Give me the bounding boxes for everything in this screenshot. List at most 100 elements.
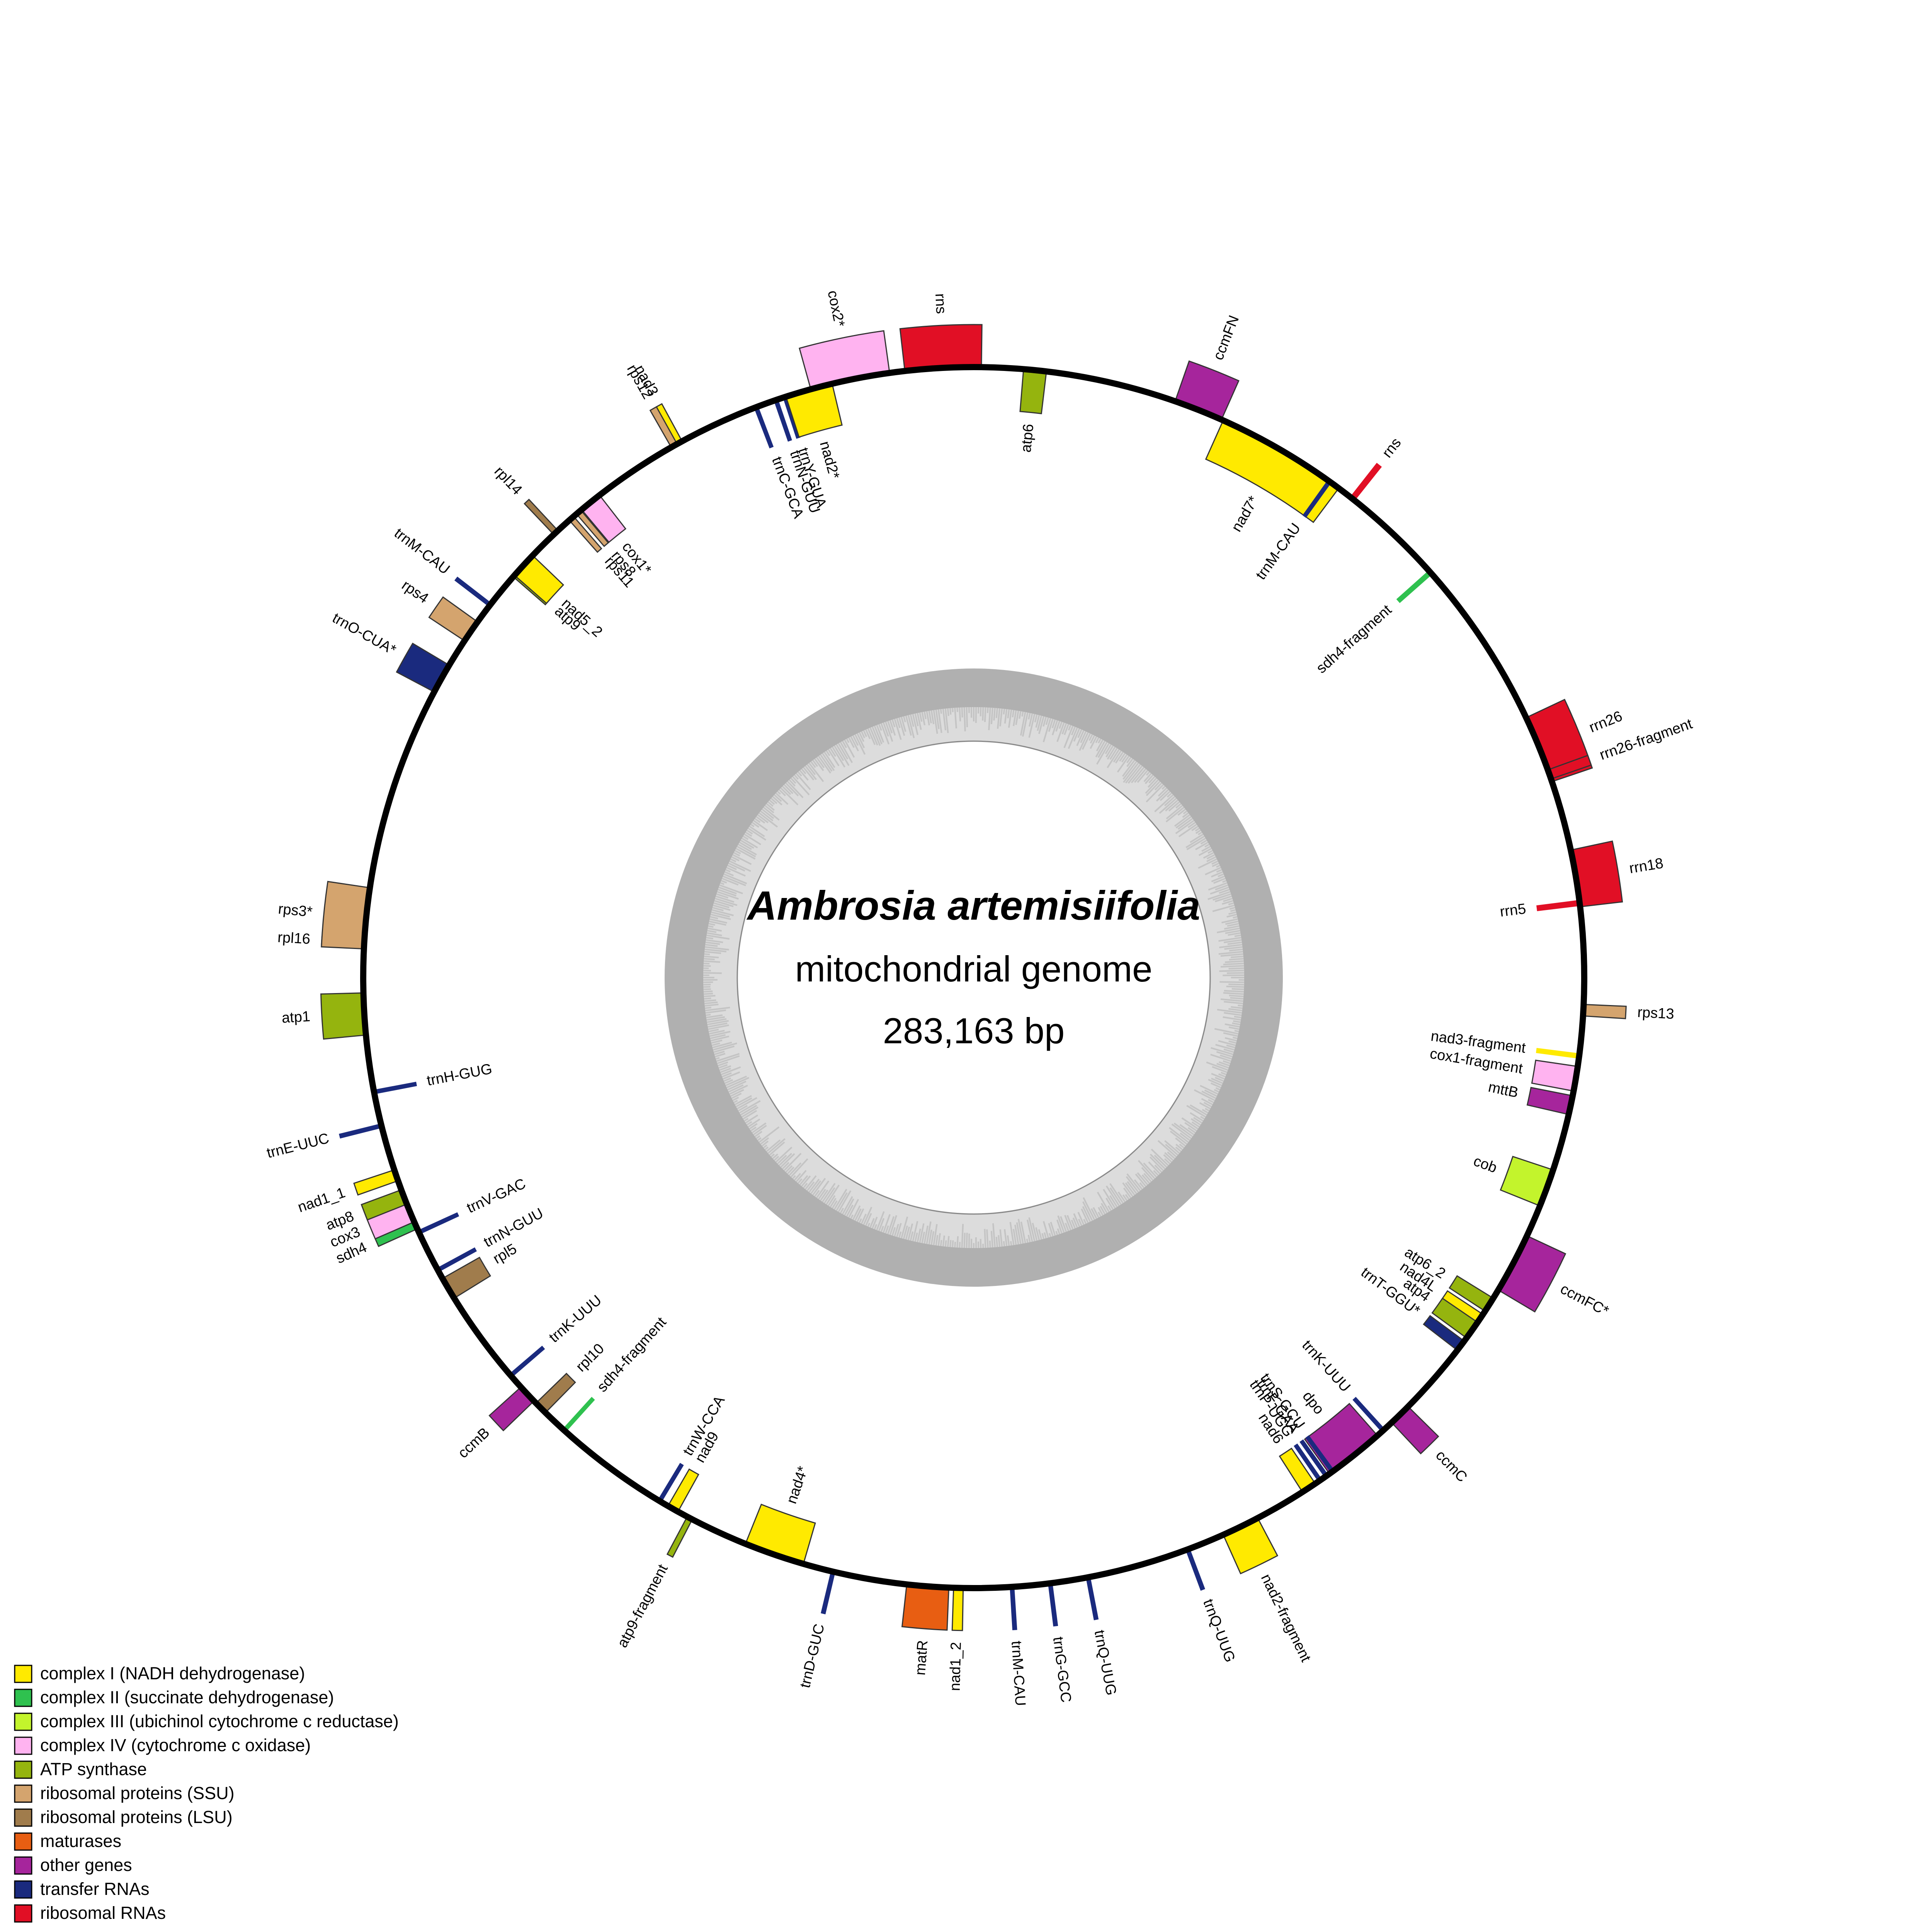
gc-bar — [1105, 744, 1112, 754]
gc-bar — [1090, 735, 1095, 744]
gc-bar — [774, 794, 782, 802]
gc-bar — [1029, 713, 1033, 727]
gc-bar — [779, 789, 786, 796]
gc-bar — [944, 708, 949, 733]
gc-bar — [704, 956, 719, 959]
gc-bar — [1145, 779, 1159, 794]
gc-bar — [1206, 854, 1215, 860]
gc-bar — [959, 1242, 961, 1248]
gc-bar — [1063, 725, 1074, 748]
gc-bar — [1154, 1155, 1167, 1168]
gc-bar — [814, 758, 824, 771]
gc-bar — [715, 898, 738, 906]
gc-bar — [883, 1214, 891, 1233]
gc-bar — [1224, 946, 1243, 950]
gc-bar — [898, 717, 905, 736]
gc-bar — [1228, 967, 1244, 969]
gc-bar — [767, 801, 774, 807]
gc-bar — [1105, 745, 1114, 758]
gc-bar — [1174, 814, 1190, 827]
gc-bar — [1066, 1215, 1074, 1230]
gene-label-rps3: rps3* — [277, 901, 313, 920]
gc-bar — [797, 771, 802, 777]
gc-bar — [1164, 1158, 1171, 1165]
gc-bar — [703, 988, 711, 990]
gc-bar — [741, 1106, 759, 1118]
gc-bar — [769, 799, 775, 805]
gc-bar — [1028, 713, 1031, 719]
gc-bar — [1164, 1140, 1180, 1154]
gc-bar — [1165, 799, 1179, 812]
gc-bar — [782, 786, 791, 795]
gc-bar — [894, 719, 902, 740]
legend-swatch-c4 — [14, 1736, 32, 1755]
gc-bar — [854, 1208, 862, 1221]
gc-bar — [1175, 820, 1195, 834]
gc-bar — [1204, 844, 1210, 848]
gc-bar — [1164, 796, 1175, 806]
gc-bar — [1214, 895, 1232, 902]
gc-bar — [741, 837, 758, 849]
gc-bar — [1156, 789, 1169, 802]
gc-bar — [1177, 818, 1193, 830]
gc-bar — [1223, 1060, 1231, 1065]
gc-bar — [1056, 1219, 1063, 1234]
gc-bar — [728, 862, 745, 872]
gc-bar — [1100, 1203, 1108, 1214]
gene-atp6 — [1019, 368, 1047, 415]
gc-bar — [1048, 1233, 1051, 1237]
legend-swatch-rrna — [14, 1904, 32, 1923]
gene-label-rpl10: rpl10 — [573, 1340, 607, 1375]
gc-bar — [1224, 990, 1244, 993]
gc-bar — [1201, 1090, 1216, 1099]
gc-bar — [883, 722, 889, 737]
gc-bar — [1197, 832, 1202, 835]
legend-swatch-oth — [14, 1856, 32, 1875]
gc-bar — [1190, 1112, 1204, 1122]
gene-mttb — [1526, 1087, 1573, 1116]
gene-trnd-guc — [821, 1570, 836, 1614]
gc-bar — [710, 1036, 730, 1042]
gc-bar — [777, 791, 781, 795]
gc-bar — [887, 1216, 895, 1235]
gc-bar — [1100, 1206, 1106, 1215]
gc-bar — [1078, 1219, 1082, 1226]
gene-label-ccmc: ccmC — [1432, 1447, 1470, 1485]
gc-bar — [1200, 1116, 1205, 1120]
gc-bar — [1177, 808, 1186, 816]
gc-bar — [764, 805, 774, 813]
gene-trnq-uug — [1185, 1548, 1205, 1591]
gc-bar — [1057, 1215, 1065, 1233]
gc-bar — [721, 1066, 741, 1075]
gc-bar — [1190, 1118, 1201, 1126]
gc-bar — [928, 1230, 932, 1245]
gc-bar — [1200, 839, 1208, 845]
gc-bar — [733, 852, 740, 857]
gc-bar — [810, 761, 816, 768]
genome-type: mitochondrial genome — [795, 949, 1153, 989]
gene-nad1-1 — [353, 1169, 399, 1196]
gc-bar — [1225, 930, 1240, 934]
gc-bar — [1228, 911, 1236, 915]
gc-bar — [1055, 1231, 1058, 1235]
gc-bar — [901, 716, 906, 732]
gc-bar — [921, 1231, 925, 1243]
legend-label-c4: complex IV (cytochrome c oxidase) — [40, 1735, 311, 1755]
gc-bar — [792, 1175, 796, 1179]
gc-bar — [1123, 1187, 1132, 1199]
gc-bar — [956, 1236, 959, 1248]
gc-bar — [1195, 830, 1201, 834]
gc-bar — [1056, 722, 1065, 742]
gc-bar — [1115, 752, 1124, 764]
gene-label-trnq-uug: trnQ-UUG — [1091, 1629, 1119, 1697]
gc-bar — [763, 806, 780, 821]
gc-bar — [894, 1224, 899, 1236]
gc-bar — [1216, 864, 1220, 868]
gc-bar — [963, 707, 966, 731]
gc-bar — [801, 768, 806, 774]
gc-bar — [1225, 1037, 1237, 1042]
gc-bar — [731, 856, 740, 862]
gc-bar — [1016, 1222, 1022, 1244]
gene-nad1-2 — [951, 1587, 964, 1631]
gc-bar — [734, 1095, 752, 1105]
